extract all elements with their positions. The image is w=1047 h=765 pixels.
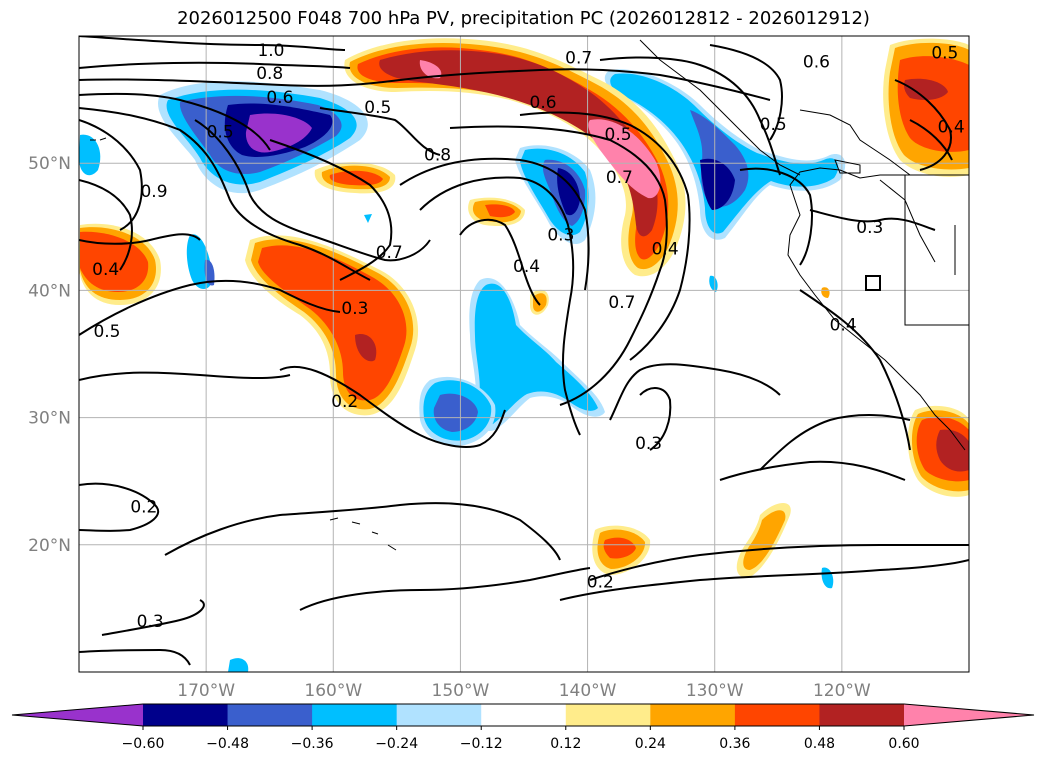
latitude-tick-labels: 20°N 30°N 40°N 50°N: [28, 154, 71, 556]
pv-contours: [79, 36, 969, 666]
contour-label: 0.5: [93, 322, 120, 342]
contour-label: 0.4: [938, 117, 965, 137]
contour-label: 0.5: [207, 122, 234, 142]
colorbar-tick-label: −0.24: [375, 736, 418, 752]
colorbar-extend-low: [12, 704, 143, 726]
contour-label: 0.5: [931, 44, 958, 64]
colorbar-segment: [565, 704, 651, 726]
lon-tick-label: 140°W: [559, 681, 617, 701]
lat-tick-label: 50°N: [28, 154, 71, 174]
map-frame: [78, 35, 970, 673]
colorbar-tick-label: 0.12: [550, 736, 581, 752]
contour-label: 0.2: [587, 573, 614, 593]
colorbar: −0.60 −0.48 −0.36 −0.24 −0.12 0.12 0.24 0.36 0.4…: [11, 703, 1035, 752]
coastlines: [90, 39, 969, 551]
contour-label: 0.3: [635, 434, 662, 454]
contour-label: 0.5: [605, 125, 632, 145]
lat-tick-label: 30°N: [28, 409, 71, 429]
colorbar-segment: [396, 704, 482, 726]
contour-label: 0.5: [760, 115, 787, 135]
lon-tick-label: 150°W: [432, 681, 490, 701]
contour-label: 0.3: [341, 299, 368, 319]
contour-label: 0.2: [130, 498, 157, 518]
colorbar-tick-label: −0.12: [460, 736, 503, 752]
lon-tick-label: 170°W: [177, 681, 235, 701]
contour-labels: 1.0 0.8 0.6 0.5 0.5 0.8 0.9 0.4 0.5 0.3 0.7 0.2 0.3 0…: [92, 41, 965, 632]
colorbar-segment: [481, 704, 567, 726]
colorbar-segment: [312, 704, 398, 726]
colorbar-tick-label: 0.60: [888, 736, 919, 752]
contour-label: 1.0: [257, 41, 284, 61]
lon-tick-label: 130°W: [686, 681, 744, 701]
colorbar-segment: [819, 704, 905, 726]
precipitation-shading: [79, 38, 969, 672]
colorbar-segment: [734, 704, 820, 726]
map-gridlines: [79, 36, 969, 672]
contour-label: 0.3: [547, 225, 574, 245]
contour-label: 0.2: [331, 392, 358, 412]
contour-label: 0.8: [424, 145, 451, 165]
contour-label: 0.4: [513, 257, 540, 277]
colorbar-segment: [650, 704, 736, 726]
contour-label: 0.6: [266, 88, 293, 108]
colorbar-tick-label: 0.48: [804, 736, 835, 752]
contour-label: 0.7: [565, 49, 592, 69]
contour-label: 0.7: [606, 168, 633, 188]
contour-label: 0.7: [376, 243, 403, 263]
lat-tick-label: 40°N: [28, 281, 71, 301]
map-title: 2026012500 F048 700 hPa PV, precipitatio…: [177, 8, 870, 29]
contour-label: 0.8: [256, 64, 283, 84]
colorbar-tick-label: −0.36: [291, 736, 334, 752]
contour-label: 0.5: [364, 98, 391, 118]
colorbar-tick-label: −0.48: [206, 736, 249, 752]
contour-label: 0.3: [856, 218, 883, 238]
colorbar-tick-label: 0.24: [635, 736, 666, 752]
colorbar-segment: [227, 704, 313, 726]
lat-tick-label: 20°N: [28, 536, 71, 556]
contour-label: 0.4: [92, 260, 119, 280]
lon-tick-label: 120°W: [813, 681, 871, 701]
longitude-tick-labels: 170°W 160°W 150°W 140°W 130°W 120°W: [177, 681, 871, 701]
contour-label: 0.3: [137, 612, 164, 632]
colorbar-segment: [143, 704, 229, 726]
contour-label: 0.6: [530, 93, 557, 113]
contour-label: 0.7: [608, 293, 635, 313]
contour-label: 0.9: [140, 182, 167, 202]
colorbar-extend-high: [904, 704, 1034, 726]
contour-label: 0.4: [652, 239, 679, 259]
colorbar-tick-label: −0.60: [122, 736, 165, 752]
contour-label: 0.6: [803, 52, 830, 72]
lon-tick-label: 160°W: [304, 681, 362, 701]
colorbar-tick-label: 0.36: [719, 736, 750, 752]
contour-label: 0.4: [830, 316, 857, 336]
